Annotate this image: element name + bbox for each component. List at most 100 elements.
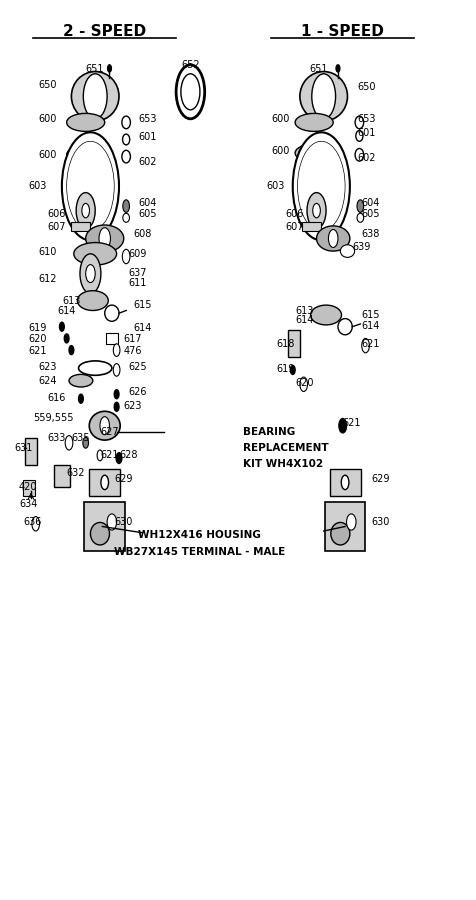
FancyBboxPatch shape: [71, 222, 90, 231]
Text: 600: 600: [271, 113, 290, 124]
Text: 2 - SPEED: 2 - SPEED: [63, 24, 146, 39]
FancyBboxPatch shape: [329, 469, 361, 496]
Ellipse shape: [347, 514, 356, 530]
FancyBboxPatch shape: [302, 222, 321, 231]
Circle shape: [83, 437, 89, 448]
Text: 630: 630: [371, 517, 390, 527]
Text: 605: 605: [138, 209, 157, 220]
Circle shape: [64, 334, 69, 343]
Ellipse shape: [300, 71, 347, 121]
Text: 650: 650: [357, 82, 376, 93]
Text: 604: 604: [138, 197, 157, 208]
Circle shape: [97, 450, 103, 461]
Text: 621: 621: [100, 450, 119, 461]
Text: 607: 607: [286, 221, 304, 232]
Text: 653: 653: [138, 113, 157, 124]
Text: 626: 626: [129, 387, 147, 398]
Circle shape: [123, 200, 129, 212]
Text: 612: 612: [38, 274, 57, 284]
Ellipse shape: [331, 522, 350, 545]
Ellipse shape: [295, 113, 333, 131]
Text: 613: 613: [62, 295, 80, 306]
Text: 420: 420: [19, 482, 38, 492]
Text: 621: 621: [343, 418, 361, 428]
Text: 635: 635: [71, 433, 90, 444]
Circle shape: [80, 254, 101, 293]
Circle shape: [62, 132, 119, 240]
Text: 606: 606: [48, 209, 66, 220]
Text: 616: 616: [48, 392, 66, 403]
Circle shape: [83, 74, 107, 119]
Circle shape: [76, 193, 95, 229]
Circle shape: [336, 65, 340, 72]
Text: 629: 629: [114, 473, 133, 484]
Circle shape: [328, 230, 338, 248]
Text: 620: 620: [295, 378, 314, 389]
Text: 559,555: 559,555: [33, 412, 74, 423]
Text: 619: 619: [276, 364, 295, 374]
Text: 614: 614: [133, 322, 152, 333]
Circle shape: [108, 65, 111, 72]
Circle shape: [79, 394, 83, 403]
Ellipse shape: [356, 130, 363, 141]
Ellipse shape: [122, 116, 130, 129]
Text: 615: 615: [362, 310, 380, 320]
Ellipse shape: [77, 291, 109, 310]
Circle shape: [101, 475, 109, 490]
Text: 637: 637: [129, 267, 147, 278]
Circle shape: [114, 402, 119, 411]
Text: 601: 601: [357, 128, 376, 139]
Text: 602: 602: [138, 157, 157, 167]
Text: WH12X416 HOUSING: WH12X416 HOUSING: [139, 530, 261, 541]
Text: 653: 653: [357, 113, 376, 124]
Ellipse shape: [355, 148, 364, 161]
Ellipse shape: [122, 150, 130, 163]
Circle shape: [312, 74, 336, 119]
Text: 603: 603: [29, 181, 47, 192]
Text: 623: 623: [38, 362, 57, 373]
Text: 623: 623: [124, 400, 142, 411]
Circle shape: [116, 453, 122, 464]
Text: 602: 602: [357, 153, 376, 164]
Ellipse shape: [123, 213, 129, 222]
FancyBboxPatch shape: [85, 502, 125, 551]
FancyBboxPatch shape: [22, 480, 35, 496]
Circle shape: [339, 418, 347, 433]
Text: 1 - SPEED: 1 - SPEED: [301, 24, 384, 39]
Text: 650: 650: [38, 80, 57, 91]
Circle shape: [341, 475, 349, 490]
Text: 621: 621: [29, 346, 47, 356]
Ellipse shape: [338, 319, 352, 335]
Ellipse shape: [355, 116, 364, 129]
Text: 652: 652: [181, 59, 199, 70]
Circle shape: [65, 436, 73, 450]
Circle shape: [69, 346, 74, 355]
Ellipse shape: [86, 225, 124, 252]
Ellipse shape: [89, 411, 120, 440]
Circle shape: [357, 200, 364, 212]
FancyBboxPatch shape: [106, 333, 118, 344]
Text: 633: 633: [48, 433, 66, 444]
Text: 624: 624: [38, 375, 57, 386]
Circle shape: [300, 377, 307, 392]
Ellipse shape: [340, 245, 355, 257]
Circle shape: [99, 228, 110, 249]
Circle shape: [113, 364, 120, 376]
Text: REPLACEMENT: REPLACEMENT: [243, 443, 328, 454]
FancyBboxPatch shape: [53, 464, 70, 488]
Text: 627: 627: [100, 427, 119, 437]
Ellipse shape: [122, 134, 129, 145]
Text: 609: 609: [129, 248, 147, 259]
Text: 606: 606: [286, 209, 304, 220]
Circle shape: [181, 74, 200, 110]
FancyBboxPatch shape: [25, 438, 37, 465]
FancyBboxPatch shape: [325, 502, 366, 551]
Text: 603: 603: [267, 181, 285, 192]
Circle shape: [313, 203, 320, 218]
Circle shape: [113, 344, 120, 356]
FancyBboxPatch shape: [89, 469, 120, 496]
Text: BEARING: BEARING: [243, 427, 295, 437]
FancyBboxPatch shape: [288, 330, 300, 357]
Text: 604: 604: [362, 197, 380, 208]
Circle shape: [67, 141, 114, 231]
